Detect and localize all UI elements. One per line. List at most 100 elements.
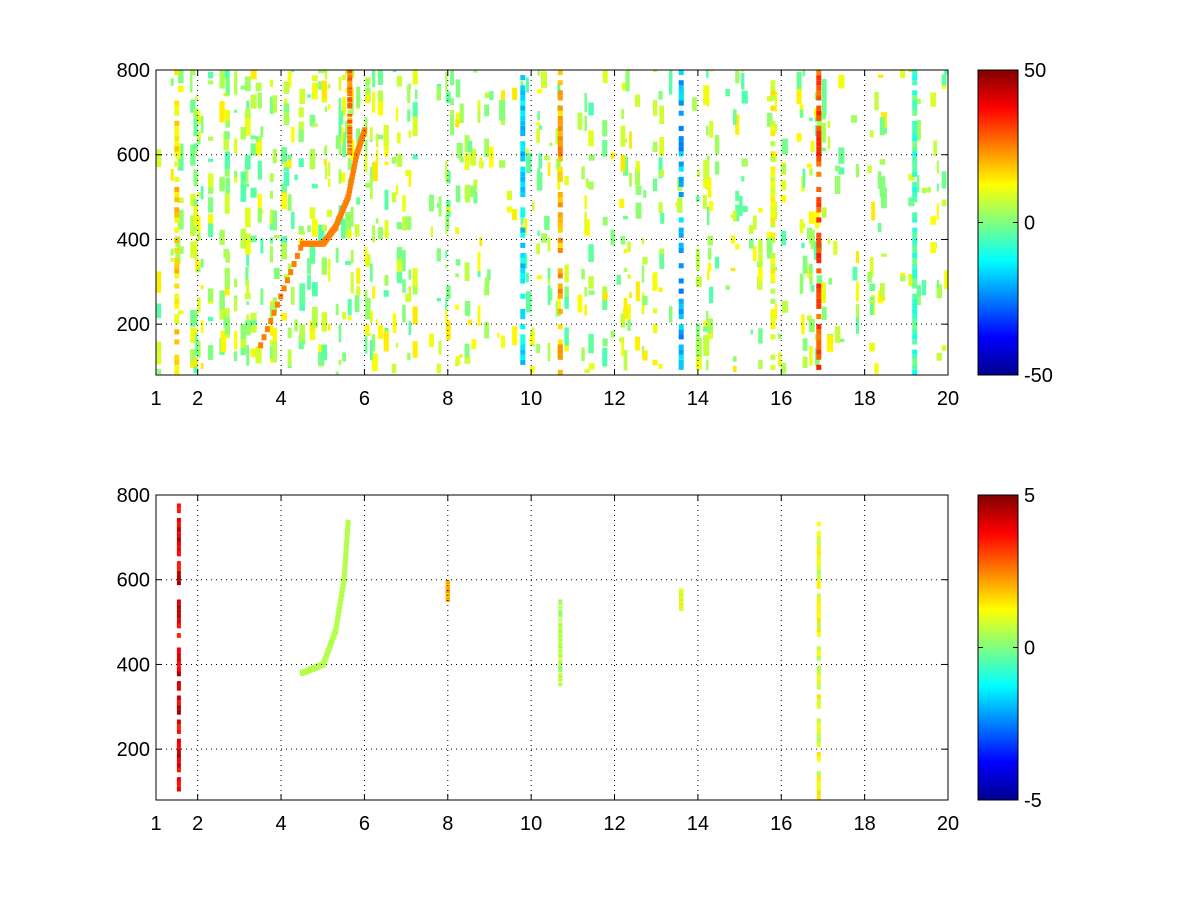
heatmap-cell-top-1140: [678, 359, 684, 365]
heatmap-cell-top-442: [484, 92, 490, 98]
heatmap-cell-bottom-73: [816, 627, 821, 632]
heatmap-cell-bottom-4: [176, 762, 181, 768]
heatmap-cell-top-341: [250, 320, 257, 325]
heatmap-cell-top-719: [641, 265, 645, 283]
heatmap-cell-top-1041: [347, 91, 353, 94]
heatmap-cell-top-1294: [912, 166, 918, 172]
heatmap-cell-top-771: [299, 88, 306, 105]
heatmap-cell-top-157: [445, 72, 448, 92]
heatmap-cell-bottom-281: [335, 611, 341, 618]
heatmap-cell-top-582: [350, 206, 354, 227]
heatmap-cell-bottom-71: [816, 646, 821, 652]
heatmap-cell-top-616: [287, 194, 292, 211]
heatmap-cell-top-621: [625, 70, 630, 92]
heatmap-cell-top-1014: [347, 139, 353, 142]
heatmap-cell-top-1063: [520, 324, 526, 330]
heatmap-cell-top-1268: [912, 324, 918, 330]
heatmap-cell-top-492: [620, 155, 626, 172]
heatmap-cell-top-1098: [520, 75, 526, 81]
heatmap-cell-top-1188: [770, 263, 776, 269]
heatmap-cell-top-975: [174, 314, 180, 320]
heatmap-cell-bottom-53: [816, 756, 821, 762]
heatmap-cell-top-980: [174, 273, 180, 279]
heatmap-cell-top-669: [272, 297, 277, 313]
y-ticks-top: 200 400 600 800: [117, 60, 948, 336]
heatmap-cell-top-527: [311, 83, 318, 100]
heatmap-cell-top-893: [584, 287, 587, 297]
heatmap-cell-top-1159: [678, 192, 684, 198]
heatmap-cell-bottom-7: [176, 748, 181, 754]
heatmap-cell-top-554: [810, 140, 815, 153]
heatmap-cell-bottom-130: [558, 629, 563, 632]
heatmap-cell-top-579: [350, 272, 354, 294]
heatmap-cell-top-681: [658, 363, 663, 369]
heatmap-cell-top-446: [536, 128, 540, 143]
heatmap-cell-bottom-46: [176, 503, 181, 509]
heatmap-cell-top-984: [174, 247, 180, 253]
heatmap-cell-top-791: [321, 80, 328, 100]
heatmap-cell-top-821: [323, 147, 327, 156]
heatmap-cell-bottom-146: [558, 600, 563, 603]
heatmap-cell-top-944: [392, 313, 397, 334]
heatmap-cell-top-90: [652, 360, 658, 366]
heatmap-cell-top-729: [781, 138, 788, 155]
heatmap-cell-bottom-293: [342, 562, 348, 569]
heatmap-cell-top-633: [412, 116, 418, 136]
heatmap-cell-top-1093: [520, 105, 526, 111]
heatmap-cell-top-1301: [912, 131, 918, 137]
heatmap-cell-top-679: [588, 363, 595, 370]
heatmap-cell-top-737: [659, 169, 664, 177]
heatmap-cell-top-152: [445, 207, 451, 211]
heatmap-cell-top-1023: [347, 126, 353, 129]
y-ticks-bottom: 200 400 600 800: [117, 485, 948, 761]
heatmap-cell-top-812: [512, 209, 518, 221]
heatmap-cell-top-784: [774, 123, 778, 133]
heatmap-cell-top-265: [634, 336, 640, 351]
heatmap-cell-top-602: [255, 141, 262, 156]
heatmap-cells-bottom: [176, 503, 821, 800]
heatmap-cell-top-500: [834, 165, 841, 172]
heatmap-cell-top-14: [281, 183, 287, 196]
heatmap-cell-top-206: [430, 226, 433, 238]
x-tick-label-bottom-6: 12: [603, 813, 625, 835]
heatmap-cell-top-1320: [284, 277, 290, 284]
heatmap-cell-top-406: [778, 352, 782, 367]
heatmap-cell-top-759: [936, 183, 939, 192]
heatmap-cell-top-451: [653, 308, 658, 314]
heatmap-cell-top-422: [309, 114, 316, 127]
heatmap-cell-top-1192: [770, 232, 776, 238]
heatmap-cell-top-768: [299, 324, 306, 345]
heatmap-cell-bottom-96: [558, 680, 563, 682]
heatmap-cell-top-692: [383, 290, 389, 297]
heatmap-cell-top-497: [916, 98, 921, 104]
heatmap-cell-top-775: [709, 201, 714, 211]
heatmap-cell-bottom-67: [816, 670, 821, 676]
heatmap-cell-top-1305: [912, 105, 918, 111]
heatmap-cell-top-564: [372, 70, 376, 88]
heatmap-cell-bottom-62: [816, 699, 821, 704]
heatmap-cell-top-167: [669, 73, 673, 95]
heatmap-cell-bottom-106: [558, 664, 563, 667]
heatmap-cell-top-269: [827, 334, 834, 352]
heatmap-cell-top-666: [272, 210, 277, 231]
heatmap-cell-top-879: [240, 228, 247, 249]
heatmap-cell-top-1161: [678, 176, 684, 182]
heatmap-cell-top-248: [335, 135, 339, 149]
heatmap-cell-top-411: [377, 70, 384, 85]
heatmap-cell-top-318: [470, 185, 477, 197]
heatmap-cell-top-385: [529, 366, 535, 373]
heatmap-cell-top-704: [438, 341, 442, 355]
heatmap-cell-bottom-32: [176, 580, 181, 586]
heatmap-cell-top-942: [867, 271, 872, 283]
heatmap-cell-top-26: [197, 232, 201, 241]
heatmap-cell-top-781: [774, 266, 778, 271]
heatmap-cell-bottom-72: [816, 632, 821, 637]
heatmap-cell-top-215: [796, 88, 802, 105]
heatmap-cell-top-301: [208, 136, 214, 141]
heatmap-cell-top-539: [219, 229, 225, 245]
heatmap-cell-top-995: [174, 151, 180, 157]
heatmap-cell-top-1269: [912, 319, 918, 325]
heatmap-cell-top-412: [377, 134, 384, 140]
heatmap-cell-top-857: [703, 179, 710, 189]
heatmap-cell-top-1051: [347, 77, 353, 80]
